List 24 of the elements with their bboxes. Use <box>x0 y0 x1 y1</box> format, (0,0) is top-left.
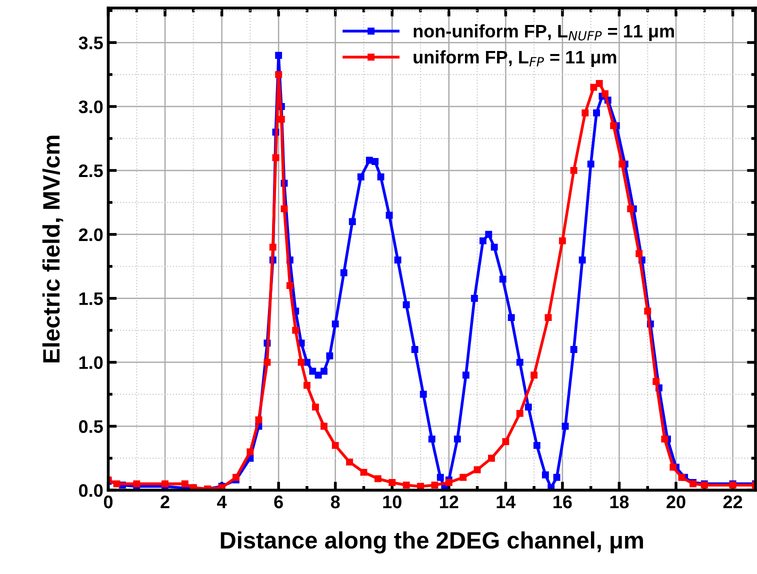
x-tick-label: 2 <box>160 496 170 508</box>
x-tick-label: 18 <box>610 496 629 508</box>
x-tick-label: 16 <box>554 496 572 508</box>
y-tick-label: 0.5 <box>79 420 103 433</box>
x-tick-label: 22 <box>723 496 742 508</box>
x-tick-label: 4 <box>217 496 227 508</box>
y-tick-label: 1.0 <box>79 356 103 370</box>
y-tick-label: 3.5 <box>78 36 103 50</box>
y-axis-title: Electric field, MV/cm <box>42 136 64 362</box>
y-tick-label: 2.0 <box>78 228 103 242</box>
y-tick-label: 0.0 <box>79 484 103 497</box>
legend-label: non-uniform FP, L$_{NUFP}$ = 11 μm <box>414 24 674 42</box>
y-tick-label: 2.5 <box>78 164 103 178</box>
x-tick-label: 0 <box>104 496 113 508</box>
x-tick-label: 14 <box>496 496 516 508</box>
x-tick-label: 20 <box>666 496 686 508</box>
legend-label: uniform FP, L$_{FP}$ = 11 μm <box>414 50 616 68</box>
x-tick-label: 6 <box>274 496 283 508</box>
y-tick-label: 1.5 <box>79 292 103 306</box>
x-axis-title: Distance along the 2DEG channel, μm <box>220 531 643 554</box>
x-tick-label: 10 <box>383 496 402 508</box>
x-tick-label: 8 <box>330 496 340 508</box>
x-tick-label: 12 <box>440 496 458 508</box>
y-tick-label: 3.0 <box>78 100 103 114</box>
